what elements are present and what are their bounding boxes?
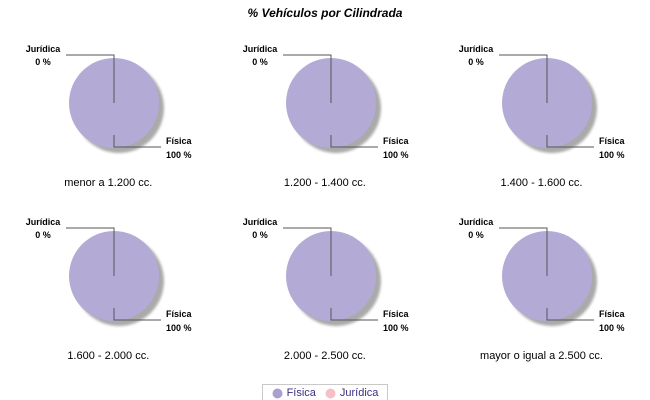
juridica-value-label: 0 % <box>468 230 484 240</box>
legend-item-juridica: Jurídica <box>325 387 379 399</box>
legend-label-fisica: Física <box>286 387 316 399</box>
pie-chart: Jurídica 0 % Física 100 % <box>459 44 626 160</box>
pie-chart: Jurídica 0 % Física 100 % <box>26 44 193 160</box>
pie-chart-cell: Jurídica 0 % Física 100 % 1.200 - 1.400 … <box>217 36 434 209</box>
pie-chart-cell: Jurídica 0 % Física 100 % 1.400 - 1.600 … <box>433 36 650 209</box>
fisica-value-label: 100 % <box>166 323 192 333</box>
fisica-value-label: 100 % <box>166 150 192 160</box>
legend-label-juridica: Jurídica <box>339 387 379 399</box>
fisica-leader-line <box>330 135 378 148</box>
pie-chart: Jurídica 0 % Física 100 % <box>459 217 626 333</box>
juridica-value-label: 0 % <box>35 57 51 67</box>
fisica-swatch-icon <box>272 388 283 398</box>
pie-chart-cell: Jurídica 0 % Física 100 % mayor o igual … <box>433 209 650 382</box>
juridica-leader-line <box>66 54 115 103</box>
pie-chart: Jurídica 0 % Física 100 % <box>26 217 193 333</box>
juridica-leader-line <box>282 54 332 103</box>
fisica-label: Física <box>383 136 410 146</box>
juridica-label: Jurídica <box>459 44 495 54</box>
chart-caption: 1.400 - 1.600 cc. <box>500 177 583 189</box>
pie-chart-cell: Jurídica 0 % Física 100 % 2.000 - 2.500 … <box>217 209 434 382</box>
juridica-leader-line <box>499 227 548 276</box>
juridica-leader-line <box>282 227 332 276</box>
chart-caption: 1.200 - 1.400 cc. <box>283 177 366 189</box>
juridica-leader-line <box>499 54 548 103</box>
fisica-leader-line <box>546 135 595 148</box>
fisica-leader-line <box>113 308 161 321</box>
chart-caption: mayor o igual a 2.500 cc. <box>480 350 603 362</box>
legend-item-fisica: Física <box>272 387 316 399</box>
fisica-value-label: 100 % <box>599 150 625 160</box>
legend-row: Física Jurídica <box>0 384 650 400</box>
fisica-value-label: 100 % <box>599 323 625 333</box>
juridica-value-label: 0 % <box>252 230 268 240</box>
juridica-label: Jurídica <box>26 217 62 227</box>
juridica-value-label: 0 % <box>468 57 484 67</box>
legend: Física Jurídica <box>261 384 389 400</box>
juridica-label: Jurídica <box>26 44 62 54</box>
fisica-leader-line <box>546 308 595 321</box>
fisica-label: Física <box>599 309 626 319</box>
pie-chart: Jurídica 0 % Física 100 % <box>242 217 410 333</box>
juridica-swatch-icon <box>325 388 336 398</box>
fisica-leader-line <box>330 308 378 321</box>
pie-chart: Jurídica 0 % Física 100 % <box>242 44 410 160</box>
chart-caption: 1.600 - 2.000 cc. <box>67 350 150 362</box>
juridica-label: Jurídica <box>242 44 278 54</box>
fisica-leader-line <box>113 135 161 148</box>
chart-caption: 2.000 - 2.500 cc. <box>283 350 366 362</box>
chart-title: % Vehículos por Cilindrada <box>247 6 403 20</box>
juridica-leader-line <box>66 227 115 276</box>
fisica-label: Física <box>166 309 193 319</box>
juridica-label: Jurídica <box>242 217 278 227</box>
juridica-value-label: 0 % <box>252 57 268 67</box>
fisica-value-label: 100 % <box>383 323 409 333</box>
pie-chart-cell: Jurídica 0 % Física 100 % 1.600 - 2.000 … <box>0 209 217 382</box>
juridica-label: Jurídica <box>459 217 495 227</box>
juridica-value-label: 0 % <box>35 230 51 240</box>
fisica-label: Física <box>599 136 626 146</box>
fisica-label: Física <box>166 136 193 146</box>
pie-chart-cell: Jurídica 0 % Física 100 % menor a 1.200 … <box>0 36 217 209</box>
fisica-value-label: 100 % <box>383 150 409 160</box>
chart-caption: menor a 1.200 cc. <box>64 177 153 189</box>
pie-grid: Jurídica 0 % Física 100 % menor a 1.200 … <box>0 36 650 382</box>
fisica-label: Física <box>383 309 410 319</box>
